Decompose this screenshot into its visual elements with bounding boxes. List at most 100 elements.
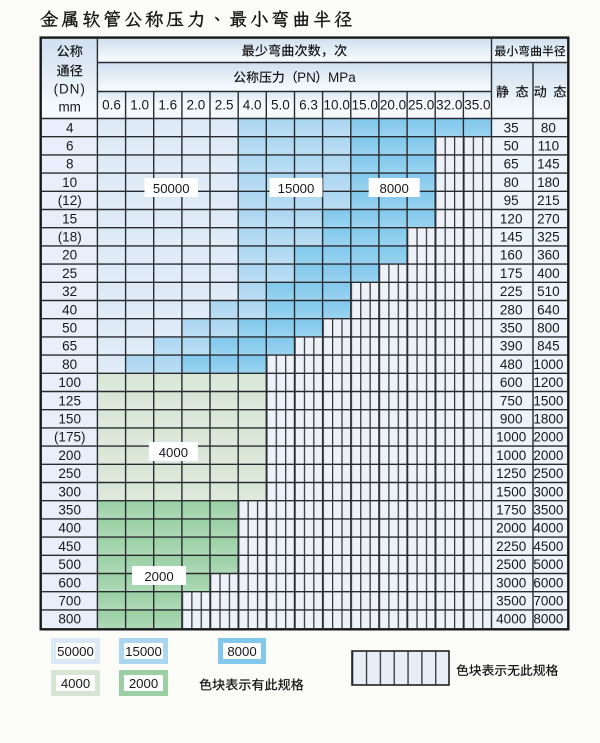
svg-text:270: 270 <box>537 211 560 226</box>
svg-text:mm: mm <box>58 100 81 115</box>
svg-text:32.0: 32.0 <box>436 98 462 113</box>
svg-text:225: 225 <box>500 284 523 299</box>
svg-text:145: 145 <box>500 230 523 245</box>
svg-text:PN: PN <box>297 70 316 85</box>
svg-text:800: 800 <box>537 321 560 336</box>
svg-text:3500: 3500 <box>533 503 563 518</box>
svg-text:2000: 2000 <box>129 676 158 691</box>
svg-text:3000: 3000 <box>496 575 526 590</box>
svg-text:325: 325 <box>537 230 560 245</box>
svg-text:2000: 2000 <box>533 448 563 463</box>
svg-text:500: 500 <box>58 557 81 572</box>
svg-text:300: 300 <box>58 484 81 499</box>
svg-text:0.6: 0.6 <box>102 98 121 113</box>
svg-text:1.6: 1.6 <box>158 98 177 113</box>
svg-text:600: 600 <box>500 375 523 390</box>
svg-text:80: 80 <box>62 357 77 372</box>
svg-text:2500: 2500 <box>533 466 563 481</box>
svg-text:40: 40 <box>62 302 77 317</box>
svg-text:2500: 2500 <box>496 557 526 572</box>
svg-text:350: 350 <box>58 503 81 518</box>
svg-text:800: 800 <box>58 612 81 627</box>
svg-text:600: 600 <box>58 575 81 590</box>
svg-text:1000: 1000 <box>496 448 526 463</box>
svg-text:25.0: 25.0 <box>408 98 434 113</box>
svg-text:2.5: 2.5 <box>215 98 234 113</box>
svg-text:4000: 4000 <box>61 676 90 691</box>
svg-text:95: 95 <box>504 193 519 208</box>
svg-text:15000: 15000 <box>125 644 162 659</box>
svg-text:5.0: 5.0 <box>271 98 290 113</box>
svg-text:8000: 8000 <box>533 612 563 627</box>
svg-text:(18): (18) <box>58 230 82 245</box>
svg-text:4: 4 <box>66 120 74 135</box>
svg-text:120: 120 <box>500 211 523 226</box>
svg-text:80: 80 <box>504 175 519 190</box>
svg-text:80: 80 <box>541 120 556 135</box>
svg-text:1500: 1500 <box>533 393 563 408</box>
svg-text:1.0: 1.0 <box>130 98 149 113</box>
svg-text:900: 900 <box>500 412 523 427</box>
svg-text:4.0: 4.0 <box>243 98 262 113</box>
svg-text:35.0: 35.0 <box>464 98 490 113</box>
svg-text:50000: 50000 <box>153 181 190 196</box>
svg-text:400: 400 <box>58 521 81 536</box>
svg-text:640: 640 <box>537 302 560 317</box>
svg-text:400: 400 <box>537 266 560 281</box>
svg-text:20.0: 20.0 <box>380 98 406 113</box>
svg-text:4000: 4000 <box>496 612 526 627</box>
svg-text:145: 145 <box>537 157 560 172</box>
svg-text:160: 160 <box>500 248 523 263</box>
svg-text:100: 100 <box>58 375 81 390</box>
svg-text:(DN): (DN) <box>54 82 86 97</box>
svg-text:150: 150 <box>58 412 81 427</box>
svg-text:480: 480 <box>500 357 523 372</box>
svg-text:6.3: 6.3 <box>299 98 318 113</box>
svg-text:20: 20 <box>62 248 77 263</box>
svg-text:50: 50 <box>62 321 77 336</box>
svg-text:8000: 8000 <box>380 181 409 196</box>
svg-text:(175): (175) <box>54 430 86 445</box>
svg-text:25: 25 <box>62 266 77 281</box>
svg-text:2250: 2250 <box>496 539 526 554</box>
svg-text:15: 15 <box>62 211 77 226</box>
svg-text:8: 8 <box>66 157 74 172</box>
svg-text:10: 10 <box>62 175 77 190</box>
svg-text:4500: 4500 <box>533 539 563 554</box>
svg-text:175: 175 <box>500 266 523 281</box>
svg-text:2.0: 2.0 <box>187 98 206 113</box>
svg-text:3500: 3500 <box>496 594 526 609</box>
svg-text:50000: 50000 <box>57 644 94 659</box>
svg-text:MPa: MPa <box>328 70 356 85</box>
svg-text:1000: 1000 <box>533 357 563 372</box>
svg-text:5000: 5000 <box>533 557 563 572</box>
svg-text:250: 250 <box>58 466 81 481</box>
svg-text:450: 450 <box>58 539 81 554</box>
svg-text:35: 35 <box>504 120 519 135</box>
svg-text:15.0: 15.0 <box>352 98 378 113</box>
svg-text:32: 32 <box>62 284 77 299</box>
svg-text:360: 360 <box>537 248 560 263</box>
svg-text:3000: 3000 <box>533 484 563 499</box>
svg-text:390: 390 <box>500 339 523 354</box>
svg-text:65: 65 <box>62 339 77 354</box>
svg-text:510: 510 <box>537 284 560 299</box>
svg-text:1500: 1500 <box>496 484 526 499</box>
svg-text:845: 845 <box>537 339 560 354</box>
svg-text:1250: 1250 <box>496 466 526 481</box>
svg-text:6000: 6000 <box>533 575 563 590</box>
svg-text:280: 280 <box>500 302 523 317</box>
svg-text:1800: 1800 <box>533 412 563 427</box>
svg-text:7000: 7000 <box>533 594 563 609</box>
svg-text:1750: 1750 <box>496 503 526 518</box>
svg-text:110: 110 <box>538 139 560 154</box>
svg-text:65: 65 <box>504 157 519 172</box>
svg-text:125: 125 <box>58 393 81 408</box>
svg-text:180: 180 <box>537 175 560 190</box>
svg-text:8000: 8000 <box>227 644 256 659</box>
svg-text:200: 200 <box>58 448 81 463</box>
svg-text:10.0: 10.0 <box>324 98 350 113</box>
svg-text:(12): (12) <box>58 193 82 208</box>
svg-text:750: 750 <box>500 393 523 408</box>
svg-text:700: 700 <box>58 594 81 609</box>
